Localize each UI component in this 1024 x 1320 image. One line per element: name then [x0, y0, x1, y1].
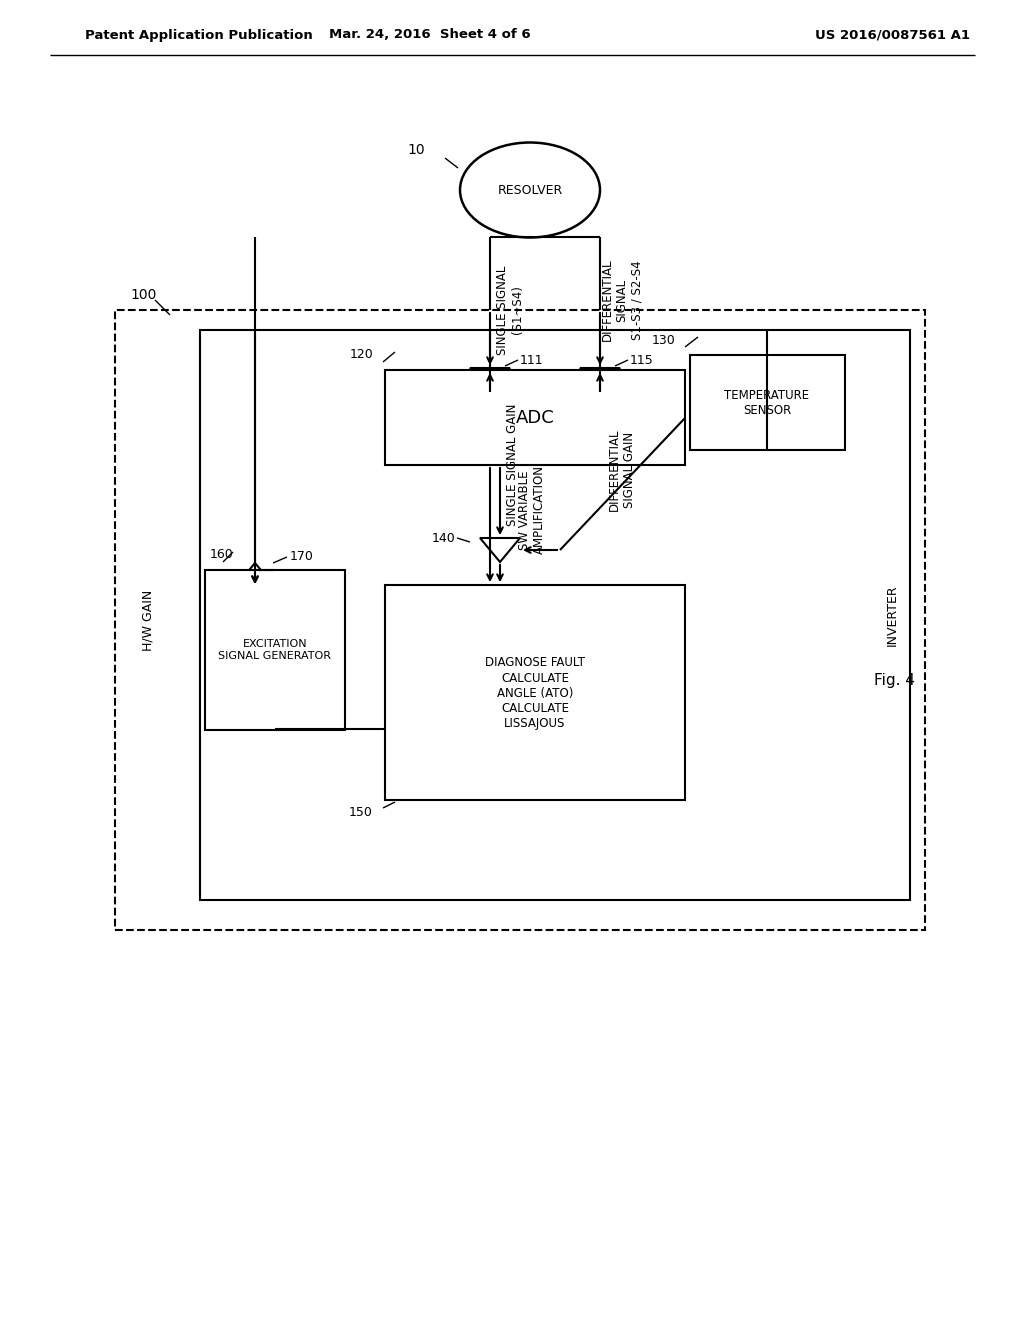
Text: DIFFERENTIAL
SIGNAL GAIN: DIFFERENTIAL SIGNAL GAIN: [608, 429, 636, 511]
Text: EXCITATION
SIGNAL GENERATOR: EXCITATION SIGNAL GENERATOR: [218, 639, 332, 661]
Text: INVERTER: INVERTER: [886, 585, 898, 645]
Text: 170: 170: [290, 550, 314, 564]
Bar: [385, 370, 685, 465]
Text: 100: 100: [130, 288, 157, 302]
Text: Fig. 4: Fig. 4: [874, 672, 915, 688]
Text: TEMPERATURE
SENSOR: TEMPERATURE SENSOR: [724, 389, 810, 417]
Text: 140: 140: [431, 532, 455, 544]
Text: H/W GAIN: H/W GAIN: [141, 589, 155, 651]
Text: 120: 120: [349, 348, 373, 362]
Text: US 2016/0087561 A1: US 2016/0087561 A1: [815, 29, 970, 41]
Text: SW VARIABLE
AMPLIFICATION: SW VARIABLE AMPLIFICATION: [518, 466, 546, 554]
Text: Mar. 24, 2016  Sheet 4 of 6: Mar. 24, 2016 Sheet 4 of 6: [329, 29, 530, 41]
Text: Patent Application Publication: Patent Application Publication: [85, 29, 312, 41]
Text: ADC: ADC: [516, 409, 554, 426]
Text: DIAGNOSE FAULT
CALCULATE
ANGLE (ATO)
CALCULATE
LISSAJOUS: DIAGNOSE FAULT CALCULATE ANGLE (ATO) CAL…: [485, 656, 585, 730]
Text: 111: 111: [520, 354, 544, 367]
Bar: [200, 330, 910, 900]
Bar: [115, 310, 925, 931]
Bar: [690, 355, 845, 450]
Text: 10: 10: [408, 143, 425, 157]
Text: RESOLVER: RESOLVER: [498, 183, 562, 197]
Text: SINGLE SIGNAL
(S1~S4): SINGLE SIGNAL (S1~S4): [496, 265, 524, 355]
Text: 160: 160: [210, 549, 233, 561]
Text: 115: 115: [630, 354, 653, 367]
Text: DIFFERENTIAL
SIGNAL
S1-S3 / S2-S4: DIFFERENTIAL SIGNAL S1-S3 / S2-S4: [600, 259, 643, 342]
Text: 150: 150: [349, 805, 373, 818]
Bar: [205, 570, 345, 730]
Text: 130: 130: [651, 334, 675, 346]
Bar: [385, 585, 685, 800]
Text: SINGLE SIGNAL GAIN: SINGLE SIGNAL GAIN: [506, 404, 518, 527]
